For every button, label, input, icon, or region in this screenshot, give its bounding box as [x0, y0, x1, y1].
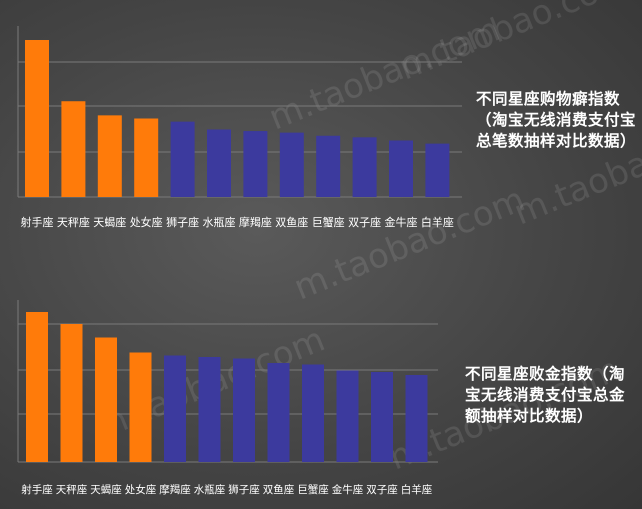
category-label: 巨蟹座	[297, 483, 329, 496]
category-label: 天秤座	[56, 483, 88, 496]
bar	[316, 135, 341, 197]
category-label: 金牛座	[332, 483, 364, 496]
bar	[243, 131, 268, 197]
bar	[134, 118, 159, 197]
category-label: 处女座	[125, 483, 157, 496]
category-label: 双子座	[366, 483, 398, 496]
bar	[25, 40, 49, 197]
bar	[164, 355, 186, 462]
chart-caption-shopping: 不同星座购物癖指数（淘宝无线消费支付宝总笔数抽样对比数据）	[476, 90, 637, 150]
category-label: 双子座	[348, 215, 381, 229]
chart-spending-index: 射手座 天秤座 天蝎座 处女座 摩羯座 水瓶座 狮子座 双鱼座 巨蟹座 金牛座 双子座 白羊座	[17, 300, 438, 496]
bar	[198, 357, 221, 462]
bar	[389, 140, 413, 197]
chart-shopping-index: 射手座 天秤座 天蝎座 处女座 狮子座 水瓶座 摩羯座 双鱼座 巨蟹座 双子座 金牛座 白羊座	[17, 26, 462, 229]
category-label: 白羊座	[421, 215, 454, 229]
bar	[97, 115, 122, 197]
watermark: m.taobao.com	[393, 0, 635, 88]
category-label: 狮子座	[166, 215, 199, 229]
category-label: 射手座	[21, 215, 54, 229]
category-label: 天蝎座	[90, 483, 122, 496]
bar	[352, 137, 377, 197]
category-label: 摩羯座	[159, 483, 191, 496]
chart-caption-spending: 不同星座败金指数（淘宝无线消费支付宝总金额抽样对比数据）	[465, 365, 626, 425]
bar	[267, 363, 290, 462]
bar	[207, 129, 231, 197]
bar	[279, 132, 304, 197]
bar	[60, 324, 83, 462]
category-label: 水瓶座	[203, 215, 236, 229]
bar	[170, 121, 195, 197]
bar	[425, 143, 450, 197]
bar	[129, 352, 152, 462]
watermark: m.taobao.com	[288, 179, 530, 308]
bar	[95, 337, 117, 462]
category-label: 射手座	[21, 483, 53, 496]
bar	[61, 101, 86, 197]
category-label: 巨蟹座	[312, 215, 345, 229]
bar	[302, 364, 324, 462]
category-label: 天秤座	[57, 215, 90, 229]
category-label: 处女座	[130, 215, 163, 229]
category-label: 水瓶座	[194, 483, 226, 496]
category-label: 天蝎座	[93, 215, 126, 229]
category-label: 狮子座	[228, 483, 260, 496]
category-label: 白羊座	[401, 483, 433, 496]
bar	[371, 372, 393, 462]
category-label: 双鱼座	[263, 483, 295, 496]
bar	[26, 312, 48, 462]
category-label: 双鱼座	[275, 215, 308, 229]
bar	[405, 375, 428, 462]
category-label: 金牛座	[385, 215, 418, 229]
bar	[336, 370, 359, 462]
bar	[233, 358, 255, 462]
category-label: 摩羯座	[239, 215, 272, 229]
